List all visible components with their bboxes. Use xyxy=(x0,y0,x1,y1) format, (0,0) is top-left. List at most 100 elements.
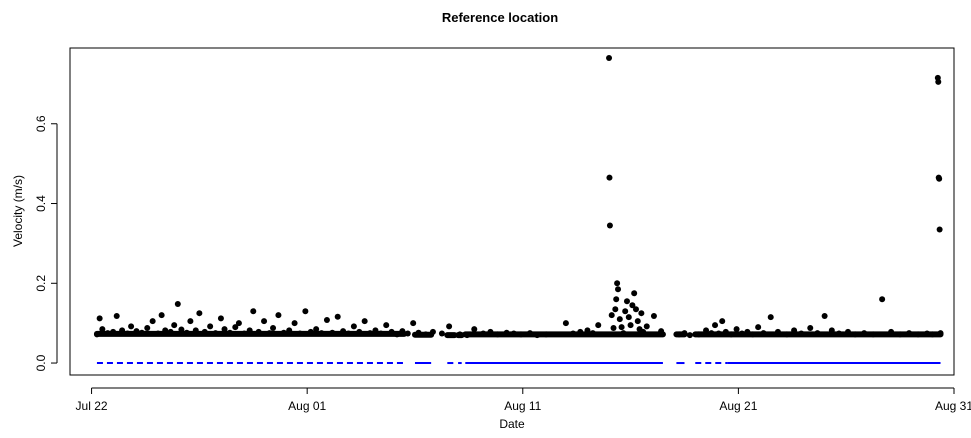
data-point xyxy=(612,306,619,313)
data-point xyxy=(429,328,436,335)
y-tick-label: 0.2 xyxy=(34,275,48,292)
data-point xyxy=(821,312,828,319)
data-point xyxy=(738,330,745,337)
data-point xyxy=(280,329,287,336)
data-point xyxy=(774,328,781,335)
data-point xyxy=(302,308,309,315)
data-point xyxy=(760,330,767,337)
data-point xyxy=(658,328,665,335)
data-point xyxy=(936,175,943,182)
plot-frame xyxy=(69,47,955,376)
data-point xyxy=(936,226,943,233)
data-point xyxy=(133,328,140,335)
data-point xyxy=(526,330,533,337)
data-point xyxy=(681,330,688,337)
data-point xyxy=(897,331,904,338)
y-axis: 0.0 0.2 0.4 0.6 xyxy=(34,115,58,371)
data-point xyxy=(183,329,190,336)
data-point xyxy=(767,314,774,321)
x-tick-label: Aug 21 xyxy=(719,399,757,413)
data-point xyxy=(99,326,106,333)
data-point xyxy=(650,312,657,319)
data-point xyxy=(798,330,805,337)
data-point xyxy=(367,330,374,337)
data-point xyxy=(212,330,219,337)
y-axis-label: Velocity (m/s) xyxy=(11,175,25,247)
data-point xyxy=(879,296,886,303)
data-point xyxy=(266,330,273,337)
data-point xyxy=(606,54,613,61)
data-point xyxy=(929,331,936,338)
data-point xyxy=(124,330,131,337)
data-point xyxy=(534,332,541,339)
data-point xyxy=(625,314,632,321)
data-point xyxy=(144,324,151,331)
data-point xyxy=(207,323,214,330)
data-point xyxy=(595,322,602,329)
data-point xyxy=(113,312,120,319)
data-point xyxy=(313,326,320,333)
data-point xyxy=(487,328,494,335)
data-point xyxy=(814,330,821,337)
data-point xyxy=(171,322,178,329)
data-point xyxy=(623,298,630,305)
data-point xyxy=(606,222,613,229)
data-point xyxy=(924,330,931,337)
data-point xyxy=(844,328,851,335)
data-point xyxy=(404,330,411,337)
data-point xyxy=(138,329,145,336)
data-point xyxy=(399,328,406,335)
data-point xyxy=(703,327,710,334)
data-point xyxy=(464,332,471,339)
data-point xyxy=(613,296,620,303)
data-point xyxy=(261,318,268,325)
data-point xyxy=(589,330,596,337)
data-point xyxy=(410,320,417,327)
data-point xyxy=(96,315,103,322)
data-point xyxy=(634,318,641,325)
data-point xyxy=(110,328,117,335)
data-point xyxy=(622,308,629,315)
data-point xyxy=(836,330,843,337)
data-point xyxy=(422,331,429,338)
data-point xyxy=(329,329,336,336)
data-point xyxy=(372,327,379,334)
data-point xyxy=(250,308,257,315)
data-point xyxy=(155,330,162,337)
data-point xyxy=(361,318,368,325)
data-point xyxy=(517,331,524,338)
data-point xyxy=(614,280,621,287)
data-point xyxy=(906,330,913,337)
data-point xyxy=(629,302,636,309)
data-point xyxy=(446,323,453,330)
data-point xyxy=(149,318,156,325)
data-point xyxy=(722,328,729,335)
data-point xyxy=(510,330,517,337)
data-point xyxy=(196,310,203,317)
x-tick-label: Aug 01 xyxy=(288,399,326,413)
data-point xyxy=(128,323,135,330)
y-tick-label: 0.6 xyxy=(34,115,48,132)
data-point xyxy=(608,312,615,319)
dense-band-segment xyxy=(444,332,458,339)
data-point xyxy=(852,331,859,338)
data-point xyxy=(286,327,293,334)
data-point xyxy=(719,318,726,325)
data-point xyxy=(543,331,550,338)
data-point xyxy=(350,323,357,330)
data-point xyxy=(638,310,645,317)
data-point xyxy=(377,330,384,337)
data-point xyxy=(715,330,722,337)
data-point xyxy=(937,330,944,337)
data-point xyxy=(241,330,248,337)
data-point xyxy=(728,331,735,338)
data-point xyxy=(226,329,233,336)
data-point xyxy=(178,326,185,333)
data-point xyxy=(632,306,639,313)
data-point xyxy=(935,78,942,85)
data-point xyxy=(275,312,282,319)
data-point xyxy=(456,331,463,338)
data-point xyxy=(616,316,623,323)
data-point xyxy=(749,331,756,338)
